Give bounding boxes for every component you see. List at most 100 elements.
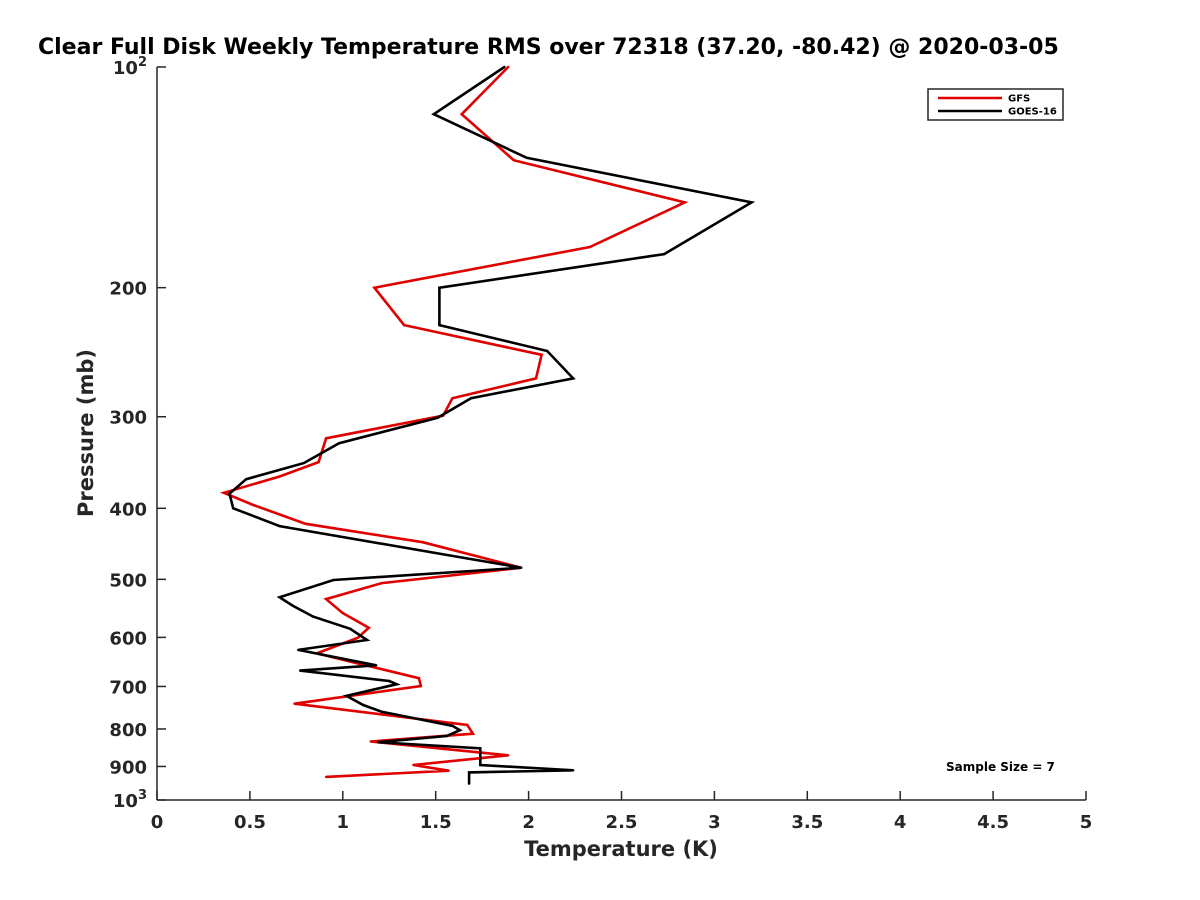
data-point-gfs [419, 684, 422, 688]
data-point-gfs [512, 159, 515, 162]
data-point-goes16 [365, 638, 369, 642]
data-point-goes16 [376, 741, 380, 744]
data-point-goes16 [467, 782, 471, 785]
y-tick-label: 200 [109, 279, 147, 300]
data-point-gfs [402, 323, 406, 327]
data-point-goes16 [349, 627, 352, 630]
series-line-gfs [219, 66, 689, 779]
y-axis-ticks: 102 200 300 400 500 600 700 800 900 103 [109, 55, 166, 812]
data-point-gfs [222, 491, 226, 494]
data-point-gfs [447, 769, 450, 772]
data-point-goes16 [337, 442, 341, 445]
x-tick-label: 4.5 [977, 812, 1009, 833]
data-point-gfs [324, 437, 328, 440]
data-point-gfs [588, 245, 592, 249]
y-tick-label: 900 [109, 757, 147, 778]
data-point-gfs [252, 503, 255, 507]
x-tick-label: 4 [894, 812, 907, 833]
data-point-goes16 [298, 669, 302, 672]
y-tick-label: 103 [113, 788, 147, 812]
data-point-goes16 [469, 397, 473, 400]
data-point-goes16 [395, 683, 398, 686]
x-tick-label: 1.5 [420, 812, 452, 833]
data-point-gfs [380, 581, 383, 585]
data-point-goes16 [278, 524, 281, 528]
legend-label-gfs: GFS [1008, 94, 1030, 105]
x-tick-label: 2.5 [606, 812, 638, 833]
data-point-goes16 [232, 507, 235, 510]
y-tick-label: 600 [109, 628, 147, 649]
data-point-goes16 [245, 478, 248, 481]
data-point-gfs [367, 626, 370, 629]
data-point-gfs [356, 636, 359, 640]
data-point-goes16 [380, 710, 383, 713]
data-point-gfs [278, 475, 281, 478]
data-point-goes16 [302, 461, 305, 465]
data-point-goes16 [345, 694, 348, 698]
data-point-gfs [683, 201, 686, 204]
data-point-gfs [341, 611, 344, 615]
data-point-goes16 [503, 65, 506, 69]
data-point-goes16 [438, 286, 441, 289]
series-line-goes16 [228, 65, 756, 784]
data-point-gfs [412, 763, 415, 767]
data-point-goes16 [663, 252, 666, 256]
x-tick-label: 3 [708, 812, 721, 833]
y-tick-label: 700 [109, 677, 147, 698]
data-point-goes16 [445, 734, 448, 738]
data-point-goes16 [467, 771, 471, 774]
data-point-gfs [324, 775, 328, 779]
data-point-goes16 [436, 416, 439, 419]
data-point-gfs [293, 702, 296, 705]
data-point-gfs [451, 397, 454, 400]
data-point-goes16 [750, 201, 753, 204]
data-point-goes16 [291, 604, 294, 607]
data-point-goes16 [388, 679, 391, 683]
data-point-gfs [466, 723, 469, 727]
data-point-gfs [507, 754, 510, 757]
x-tick-label: 0 [151, 812, 164, 833]
y-tick-label: 400 [109, 499, 147, 520]
y-tick-label: 300 [109, 408, 147, 429]
data-point-gfs [460, 113, 463, 116]
data-point-goes16 [438, 323, 441, 327]
data-point-gfs [317, 460, 320, 464]
x-axis-label: Temperature (K) [524, 837, 718, 861]
data-point-goes16 [332, 578, 335, 582]
data-point-gfs [417, 677, 421, 680]
sample-size-annotation: Sample Size = 7 [946, 760, 1055, 774]
data-point-gfs [507, 65, 510, 69]
data-point-goes16 [479, 747, 482, 750]
data-point-gfs [324, 597, 328, 601]
data-point-goes16 [228, 492, 231, 495]
data-point-gfs [534, 377, 538, 380]
legend-label-goes16: GOES-16 [1008, 107, 1057, 118]
data-point-goes16 [432, 113, 435, 116]
data-point-gfs [471, 732, 475, 735]
series-lines [219, 65, 756, 785]
y-tick-label: 102 [113, 55, 147, 79]
data-point-gfs [421, 541, 424, 544]
y-axis-label: Pressure (mb) [74, 349, 98, 517]
x-tick-label: 3.5 [791, 812, 823, 833]
legend-box [927, 88, 1064, 121]
data-point-goes16 [456, 555, 460, 559]
data-point-goes16 [451, 724, 454, 727]
data-point-goes16 [479, 763, 482, 767]
x-tick-label: 2 [522, 812, 535, 833]
data-point-goes16 [520, 566, 523, 569]
data-point-goes16 [572, 377, 575, 380]
x-tick-label: 0.5 [234, 812, 266, 833]
y-tick-label: 500 [109, 570, 147, 591]
chart-title: Clear Full Disk Weekly Temperature RMS o… [38, 35, 1059, 60]
data-point-goes16 [572, 769, 575, 772]
data-point-goes16 [458, 729, 462, 732]
data-point-gfs [304, 522, 307, 525]
x-tick-label: 5 [1080, 812, 1093, 833]
data-point-goes16 [546, 349, 549, 353]
data-point-gfs [540, 353, 543, 356]
data-point-gfs [369, 740, 372, 743]
chart-legend: GFS GOES-16 [927, 88, 1064, 121]
